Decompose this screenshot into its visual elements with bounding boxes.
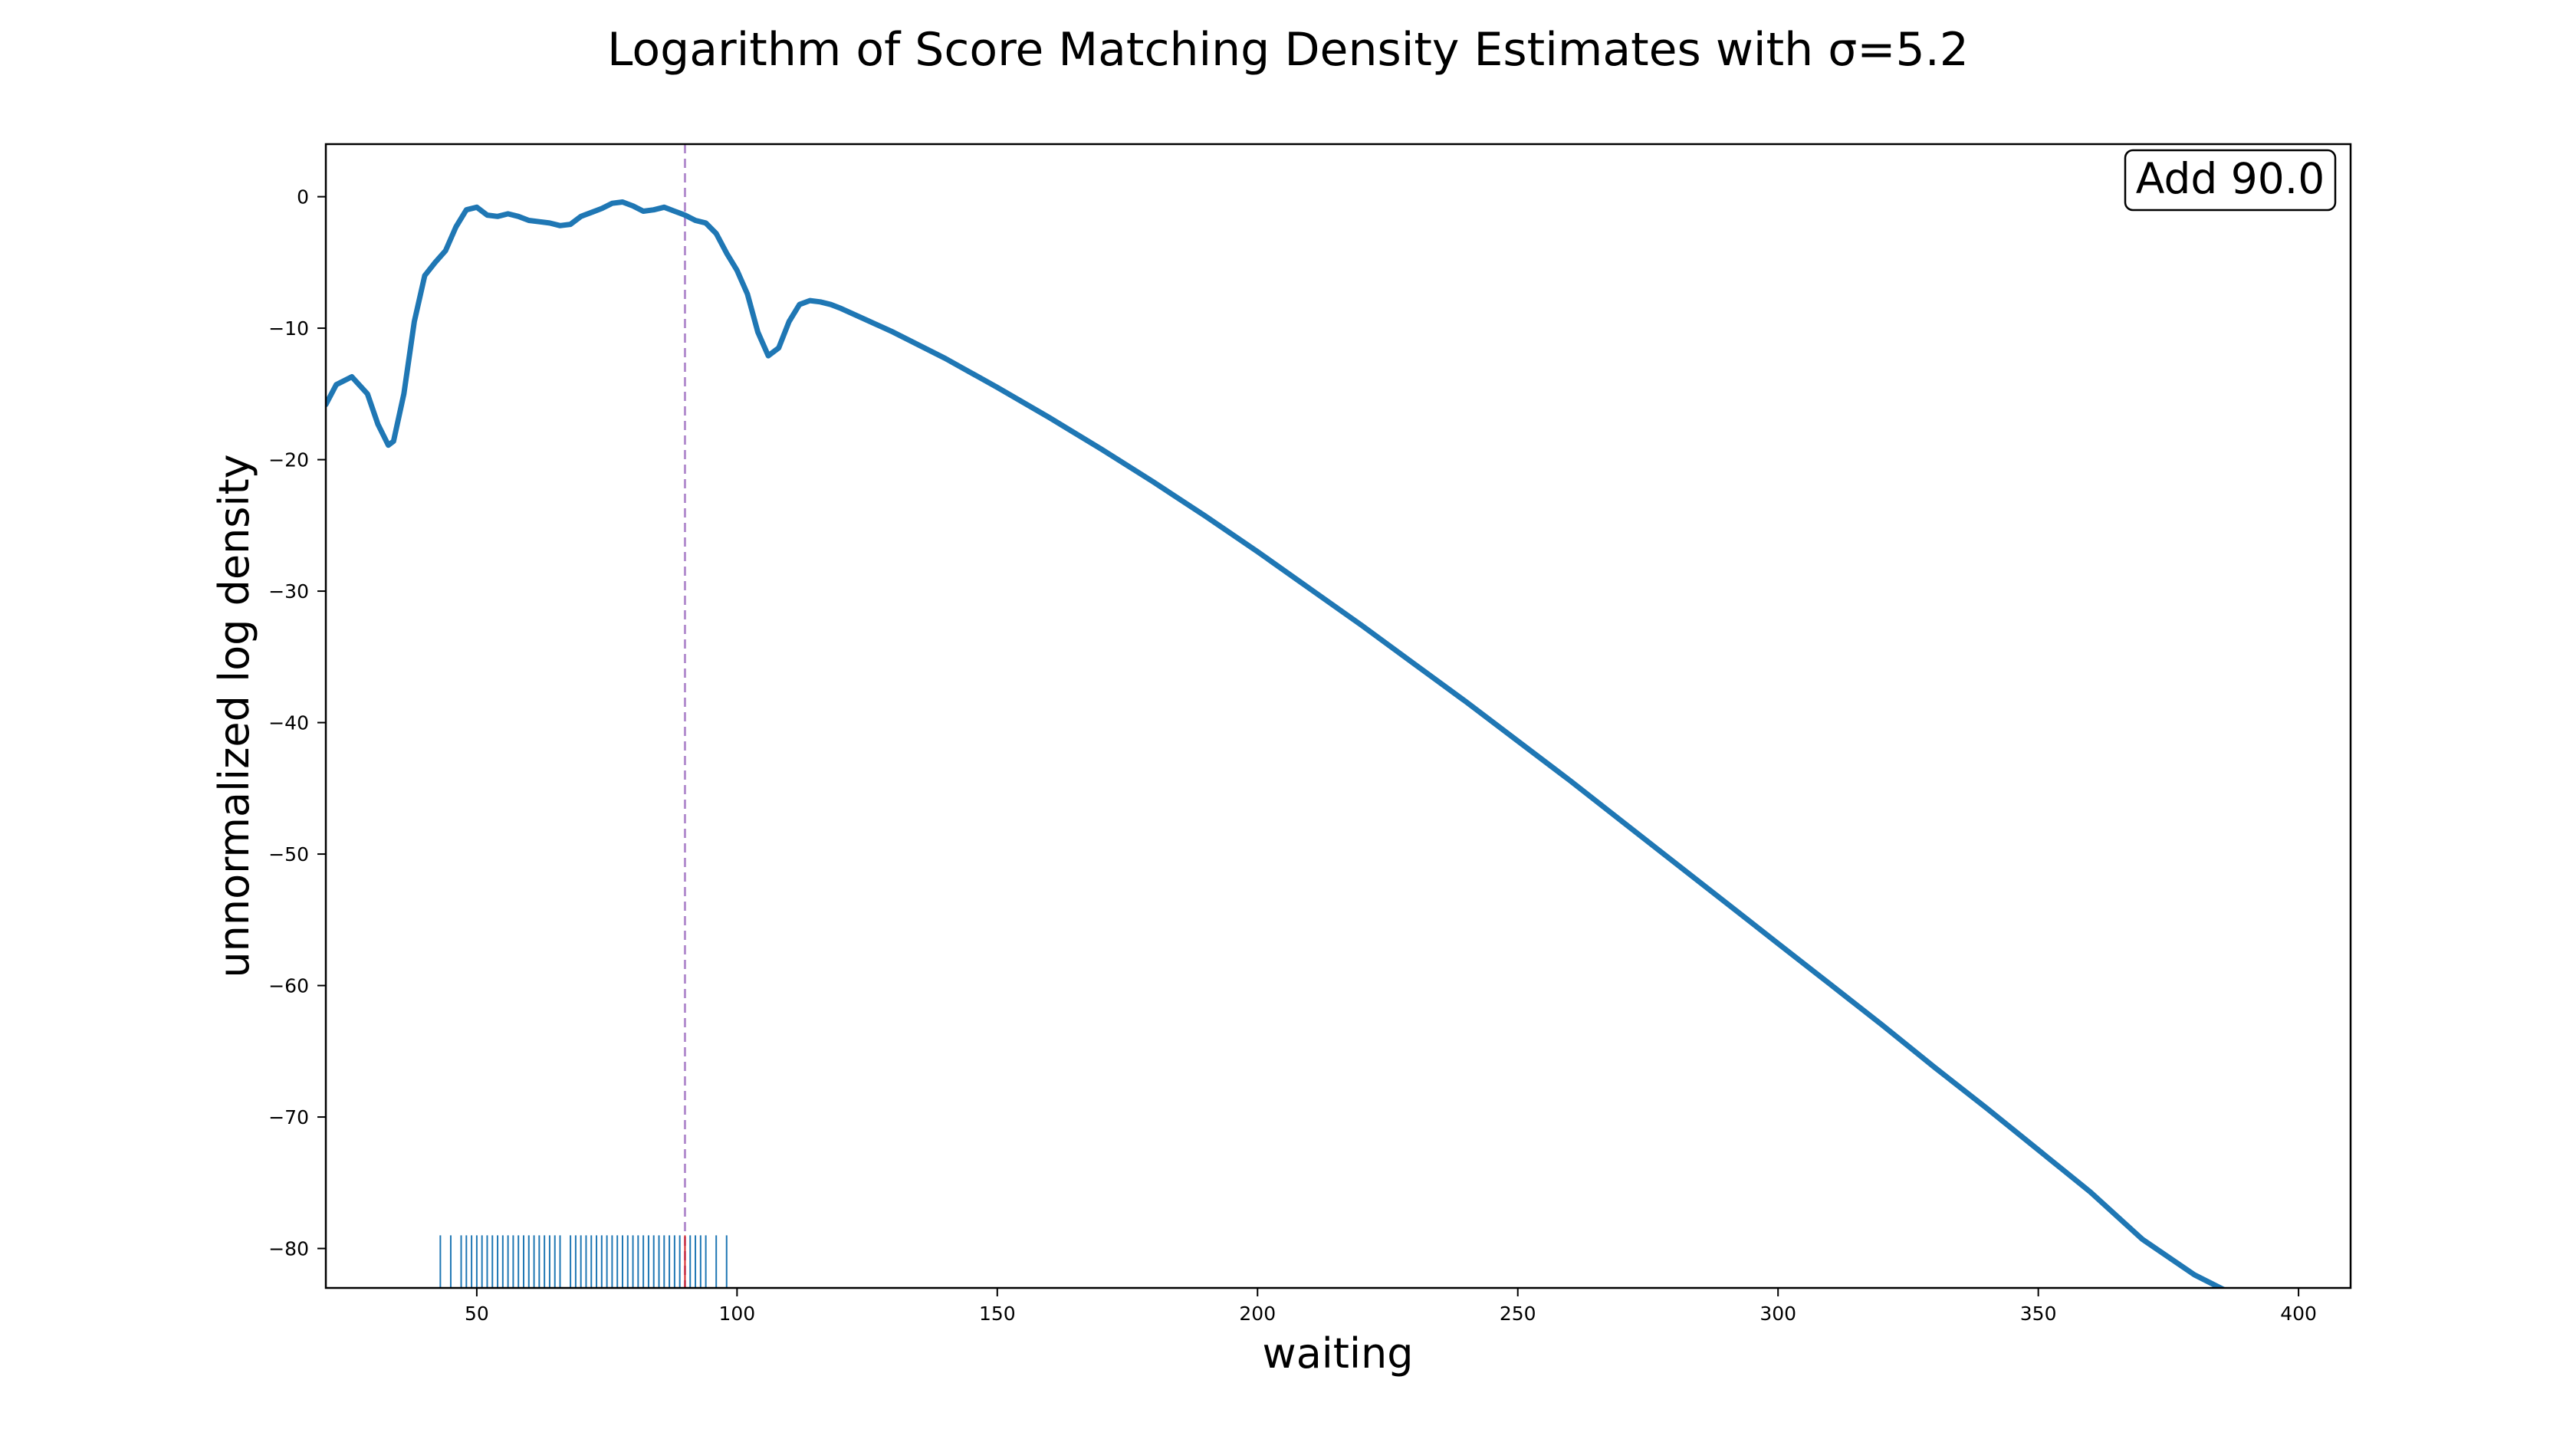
y-tick-label: −60 <box>268 975 309 997</box>
chart-title: Logarithm of Score Matching Density Esti… <box>607 23 1969 77</box>
x-tick-label: 250 <box>1500 1303 1536 1325</box>
x-tick-label: 150 <box>979 1303 1016 1325</box>
y-tick-label: −50 <box>268 843 309 866</box>
annotation-box: Add 90.0 <box>2124 149 2337 212</box>
plot-area <box>326 144 2227 1288</box>
x-tick-label: 400 <box>2280 1303 2317 1325</box>
x-tick-label: 200 <box>1239 1303 1276 1325</box>
x-tick-label: 50 <box>465 1303 489 1325</box>
y-tick-label: −20 <box>268 449 309 471</box>
y-tick-label: −40 <box>268 712 309 734</box>
y-tick-label: −30 <box>268 580 309 603</box>
x-axis-label: waiting <box>1263 1329 1414 1378</box>
y-tick-label: −10 <box>268 317 309 340</box>
y-axis-label: unnormalized log density <box>210 454 258 977</box>
axes: 50 100 150 200 250 300 350 400 0 −10 −20 −30 −40 −50 −… <box>268 186 2317 1325</box>
x-tick-label: 300 <box>1760 1303 1796 1325</box>
annotation-frame <box>2124 149 2337 212</box>
y-tick-label: 0 <box>297 186 309 209</box>
annotation-text: Add 90.0 <box>2136 154 2325 203</box>
x-tick-label: 100 <box>718 1303 755 1325</box>
x-tick-label: 350 <box>2020 1303 2057 1325</box>
y-tick-label: −80 <box>268 1238 309 1260</box>
y-tick-label: −70 <box>268 1106 309 1128</box>
series-line <box>326 199 2227 1288</box>
plot-frame <box>324 143 2352 1289</box>
